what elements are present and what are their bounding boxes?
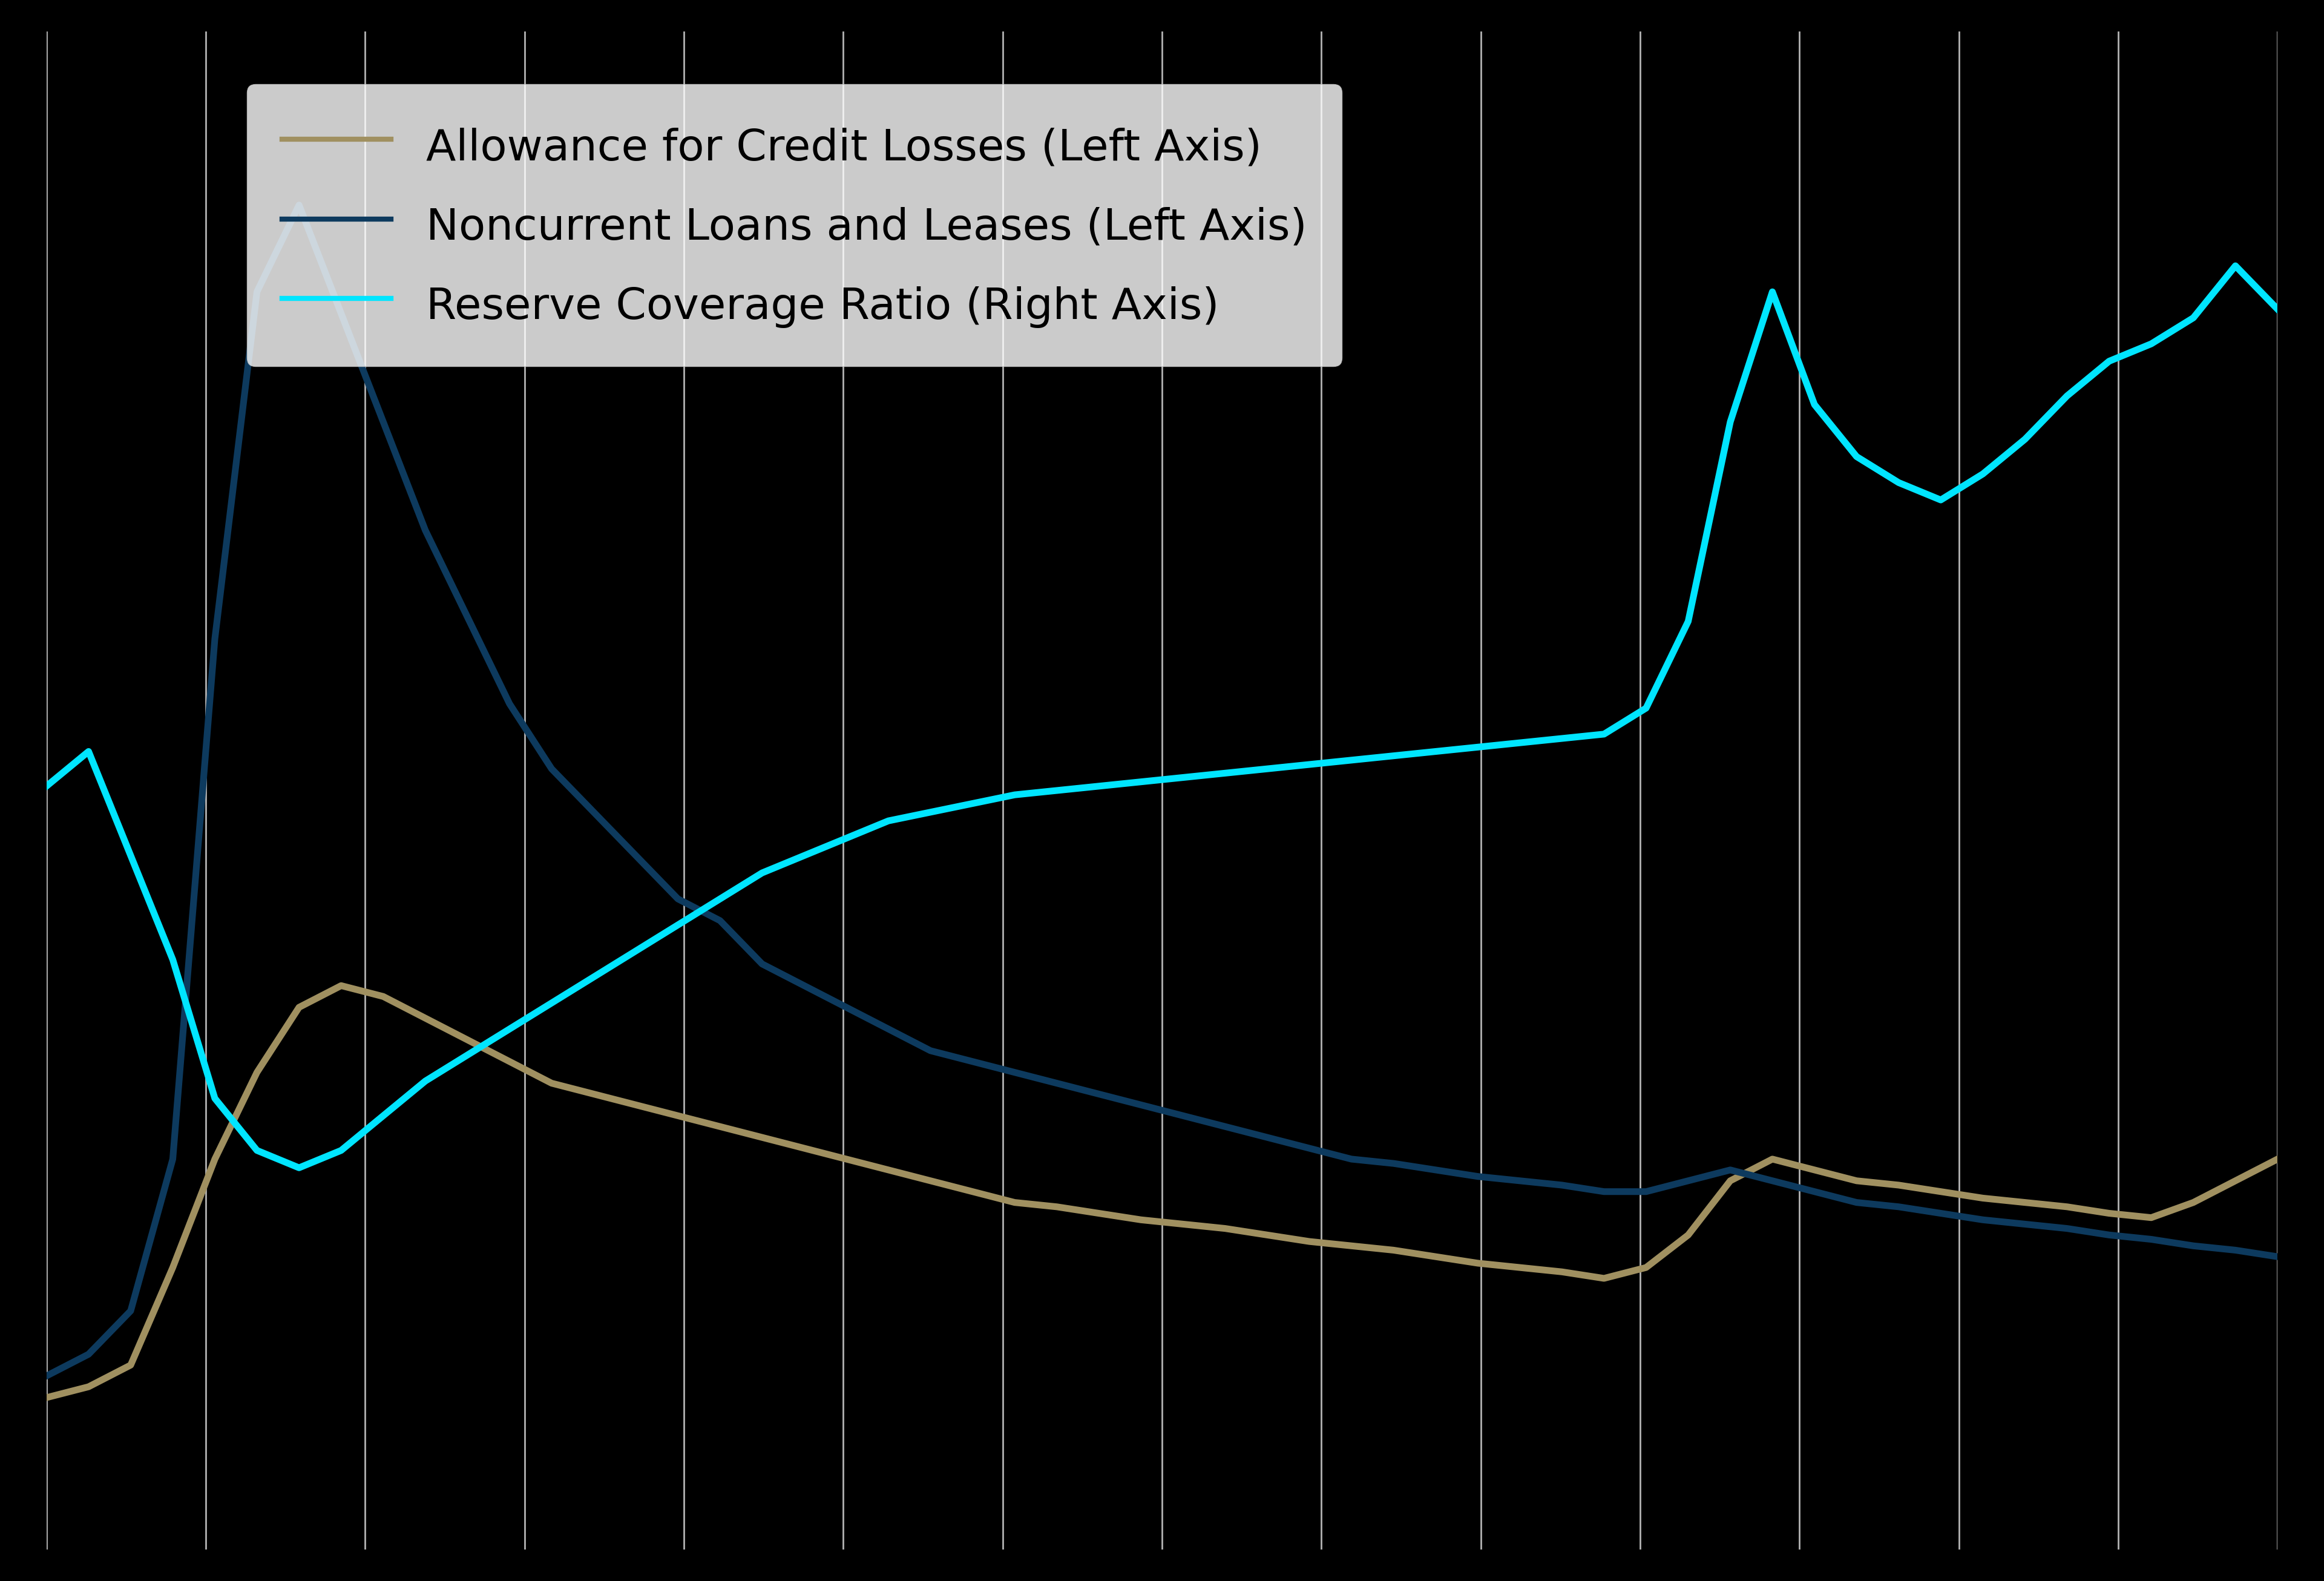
Allowance for Credit Losses (Left Axis) <box>1380 1241 1408 1260</box>
Allowance for Credit Losses (Left Axis) <box>2264 1149 2291 1168</box>
Line: Allowance for Credit Losses (Left Axis): Allowance for Credit Losses (Left Axis) <box>46 985 2278 1398</box>
Line: Reserve Coverage Ratio (Right Axis): Reserve Coverage Ratio (Right Axis) <box>46 266 2278 1168</box>
Allowance for Credit Losses (Left Axis) <box>916 1172 944 1190</box>
Reserve Coverage Ratio (Right Axis) <box>286 1159 314 1178</box>
Noncurrent Loans and Leases (Left Axis) <box>1294 1138 1322 1157</box>
Noncurrent Loans and Leases (Left Axis) <box>1590 1183 1618 1202</box>
Reserve Coverage Ratio (Right Axis) <box>2264 300 2291 319</box>
Allowance for Credit Losses (Left Axis) <box>1422 1247 1450 1266</box>
Reserve Coverage Ratio (Right Axis) <box>2222 256 2250 275</box>
Noncurrent Loans and Leases (Left Axis) <box>453 607 481 626</box>
Allowance for Credit Losses (Left Axis) <box>328 975 356 994</box>
Reserve Coverage Ratio (Right Axis) <box>1422 741 1450 760</box>
Allowance for Credit Losses (Left Axis) <box>453 1031 481 1050</box>
Noncurrent Loans and Leases (Left Axis) <box>286 196 314 215</box>
Allowance for Credit Losses (Left Axis) <box>1294 1232 1322 1251</box>
Line: Noncurrent Loans and Leases (Left Axis): Noncurrent Loans and Leases (Left Axis) <box>46 206 2278 1375</box>
Reserve Coverage Ratio (Right Axis) <box>1590 724 1618 743</box>
Noncurrent Loans and Leases (Left Axis) <box>916 1042 944 1061</box>
Allowance for Credit Losses (Left Axis) <box>1590 1270 1618 1289</box>
Noncurrent Loans and Leases (Left Axis) <box>33 1366 60 1385</box>
Reserve Coverage Ratio (Right Axis) <box>33 776 60 795</box>
Reserve Coverage Ratio (Right Axis) <box>1294 756 1322 775</box>
Noncurrent Loans and Leases (Left Axis) <box>1380 1154 1408 1173</box>
Noncurrent Loans and Leases (Left Axis) <box>2264 1247 2291 1266</box>
Reserve Coverage Ratio (Right Axis) <box>916 803 944 822</box>
Allowance for Credit Losses (Left Axis) <box>33 1388 60 1407</box>
Reserve Coverage Ratio (Right Axis) <box>1380 746 1408 765</box>
Noncurrent Loans and Leases (Left Axis) <box>1422 1160 1450 1179</box>
Reserve Coverage Ratio (Right Axis) <box>453 1045 481 1064</box>
Legend: Allowance for Credit Losses (Left Axis), Noncurrent Loans and Leases (Left Axis): Allowance for Credit Losses (Left Axis),… <box>246 84 1341 367</box>
